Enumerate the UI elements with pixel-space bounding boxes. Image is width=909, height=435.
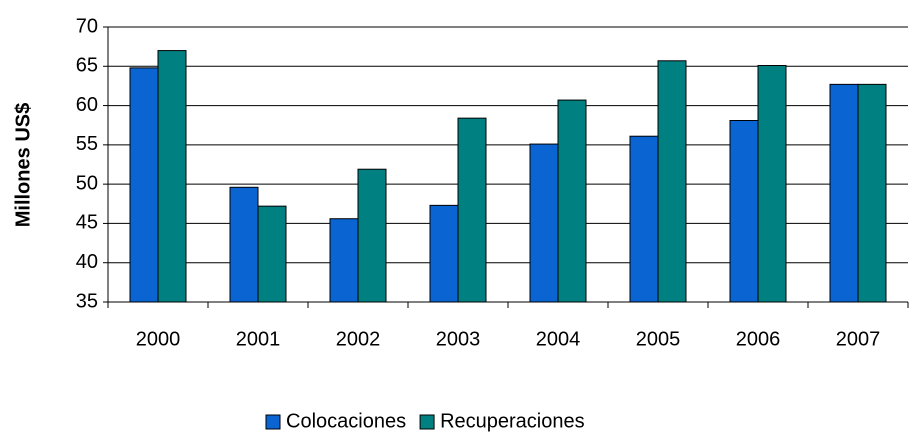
legend-label: Recuperaciones	[440, 410, 585, 432]
x-tick-label: 2005	[636, 328, 681, 350]
y-tick-label: 70	[76, 15, 98, 37]
legend-swatch	[265, 414, 281, 430]
bar	[629, 135, 659, 303]
y-tick-label: 60	[76, 94, 98, 116]
y-tick-label: 55	[76, 133, 98, 155]
x-tick-label: 2004	[536, 328, 581, 350]
bar	[257, 205, 287, 303]
y-axis-label: Millones US$	[12, 103, 34, 227]
bar	[129, 67, 159, 303]
bar	[829, 83, 859, 303]
y-tick-label: 50	[76, 172, 98, 194]
bar	[729, 120, 759, 303]
bar	[529, 143, 559, 303]
bar	[757, 65, 787, 303]
x-tick-label: 2003	[436, 328, 481, 350]
y-tick-label: 45	[76, 212, 98, 234]
y-tick-label: 35	[76, 290, 98, 312]
x-tick-label: 2002	[336, 328, 381, 350]
bar	[457, 117, 487, 303]
bar	[857, 83, 887, 303]
legend-swatch	[419, 414, 435, 430]
bar	[229, 186, 259, 303]
bar	[157, 50, 187, 303]
bar	[429, 204, 459, 303]
x-tick-label: 2001	[236, 328, 281, 350]
bar	[557, 99, 587, 303]
x-tick-label: 2006	[736, 328, 781, 350]
x-tick-label: 2000	[136, 328, 181, 350]
y-tick-label: 65	[76, 55, 98, 77]
legend-label: Colocaciones	[286, 410, 406, 432]
bar	[357, 168, 387, 303]
bar	[329, 218, 359, 303]
bar	[657, 60, 687, 303]
y-tick-label: 40	[76, 251, 98, 273]
x-tick-label: 2007	[836, 328, 881, 350]
